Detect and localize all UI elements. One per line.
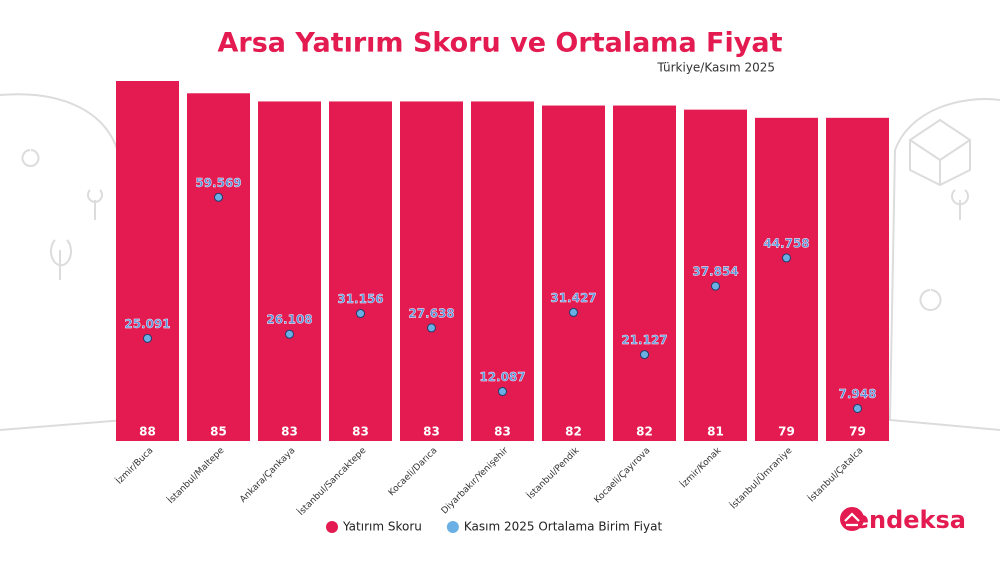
x-tick-label: Kocaeli/Darıca (387, 446, 439, 498)
line-value-label: 26.108 (266, 313, 312, 327)
line-point (427, 323, 436, 333)
bar-value-label: 88 (139, 425, 156, 439)
line-value-label: 31.427 (550, 291, 596, 305)
bar (684, 109, 747, 442)
bar (613, 105, 676, 441)
line-point (356, 309, 365, 319)
bar-value-label: 82 (565, 425, 582, 439)
line-value-label: 12.087 (479, 370, 525, 384)
line-value-label: 59.569 (195, 176, 241, 190)
line-point (143, 333, 152, 343)
brand-logo: endeksa (853, 506, 966, 534)
bar-value-label: 85 (210, 425, 227, 439)
x-tick-label: İzmir/Konak (678, 445, 724, 491)
line-value-label: 25.091 (124, 317, 170, 331)
bar (258, 101, 321, 442)
x-tick-label: İstanbul/Ümraniye (728, 445, 795, 512)
x-tick-label: İstanbul/Çatalca (806, 445, 865, 504)
bar-value-label: 82 (636, 425, 653, 439)
line-value-label: 7.948 (839, 387, 877, 401)
legend-label: Kasım 2025 Ortalama Birim Fiyat (464, 520, 663, 534)
bar-value-label: 83 (494, 425, 511, 439)
bar (187, 93, 250, 441)
x-tick-label: Ankara/Çankaya (238, 446, 297, 505)
chart-subtitle: Türkiye/Kasım 2025 (656, 61, 775, 75)
line-value-label: 31.156 (337, 292, 383, 306)
line-point (640, 350, 649, 360)
x-tick-label: Kocaeli/Çayırova (593, 446, 653, 506)
bar (471, 101, 534, 442)
line-point (782, 253, 791, 263)
legend-swatch (446, 521, 459, 533)
bar (826, 117, 889, 442)
bar (755, 117, 818, 442)
bar-value-label: 83 (423, 425, 440, 439)
brand-icon (840, 507, 864, 531)
line-value-label: 27.638 (408, 306, 454, 320)
line-point (569, 307, 578, 317)
line-point (853, 403, 862, 413)
line-point (285, 329, 294, 339)
bar-value-label: 79 (849, 425, 866, 439)
line-value-label: 37.854 (692, 265, 738, 279)
x-tick-label: İstanbul/Maltepe (165, 445, 226, 506)
line-value-label: 44.758 (763, 236, 809, 250)
line-value-label: 21.127 (621, 333, 667, 347)
x-tick-label: Diyarbakır/Yenişehir (440, 446, 511, 517)
x-tick-label: İstanbul/Sancaktepe (296, 445, 369, 518)
x-tick-label: İstanbul/Pendik (525, 445, 582, 502)
line-point (498, 387, 507, 397)
bar (116, 81, 179, 441)
bar (542, 105, 605, 441)
line-point (711, 281, 720, 291)
legend-label: Yatırım Skoru (342, 520, 422, 534)
bar-value-label: 83 (281, 425, 298, 439)
bar-value-label: 79 (778, 425, 795, 439)
bar (400, 101, 463, 442)
chart-title: Arsa Yatırım Skoru ve Ortalama Fiyat (218, 28, 783, 59)
bar-value-label: 81 (707, 425, 724, 439)
line-point (214, 192, 223, 202)
bar (329, 101, 392, 442)
bar-value-label: 83 (352, 425, 369, 439)
x-tick-label: İzmir/Buca (114, 445, 156, 487)
legend-swatch (326, 521, 338, 533)
